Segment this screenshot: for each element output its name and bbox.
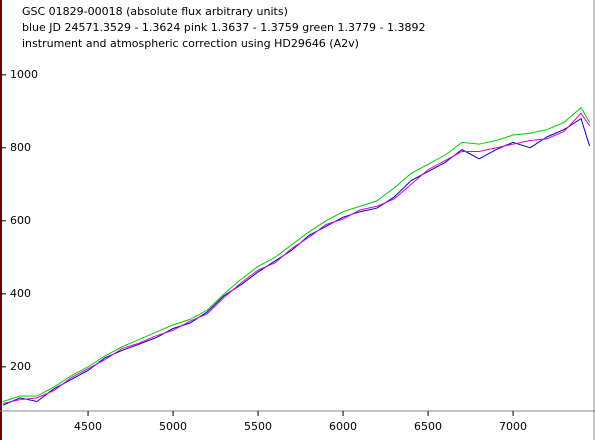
title-line: blue JD 24571.3529 - 1.3624 pink 1.3637 … [22,21,425,34]
x-tick-label: 6500 [414,420,442,433]
title-line: GSC 01829-00018 (absolute flux arbitrary… [22,5,288,18]
y-tick-label: 400 [10,287,31,300]
series-line [2,106,590,402]
x-tick-label: 5000 [159,420,187,433]
title-line: instrument and atmospheric correction us… [22,37,359,50]
y-tick-label: 1000 [10,68,38,81]
x-tick-label: 7000 [499,420,527,433]
x-tick-label: 6000 [329,420,357,433]
y-tick-label: 800 [10,141,31,154]
x-tick-label: 4500 [74,420,102,433]
y-tick-label: 600 [10,214,31,227]
series-line [2,112,590,404]
x-tick-label: 5500 [244,420,272,433]
y-tick-label: 200 [10,360,31,373]
